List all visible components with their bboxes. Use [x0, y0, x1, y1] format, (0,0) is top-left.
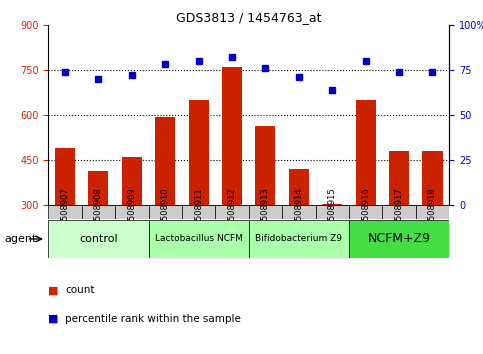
Text: Lactobacillus NCFM: Lactobacillus NCFM	[155, 234, 242, 244]
Bar	[249, 205, 282, 219]
Text: GSM508913: GSM508913	[261, 187, 270, 238]
Bar	[215, 205, 249, 219]
Bar	[149, 220, 249, 258]
Text: GSM508915: GSM508915	[328, 187, 337, 238]
Text: GSM508907: GSM508907	[60, 187, 70, 238]
Text: GSM508910: GSM508910	[161, 187, 170, 238]
Text: agent: agent	[5, 234, 37, 244]
Text: GSM508909: GSM508909	[128, 187, 136, 238]
Text: GSM508912: GSM508912	[227, 187, 237, 238]
Text: GSM508916: GSM508916	[361, 187, 370, 238]
Bar	[423, 151, 442, 205]
Bar	[155, 116, 175, 205]
Text: GSM508917: GSM508917	[395, 187, 404, 238]
Text: control: control	[79, 234, 118, 244]
Text: NCFM+Z9: NCFM+Z9	[368, 233, 430, 245]
Bar	[149, 205, 182, 219]
Bar	[48, 220, 149, 258]
Text: percentile rank within the sample: percentile rank within the sample	[65, 314, 241, 324]
Text: count: count	[65, 285, 95, 295]
Bar	[55, 148, 75, 205]
Bar	[389, 151, 409, 205]
Bar	[82, 205, 115, 219]
Bar	[48, 205, 82, 219]
Bar	[383, 205, 416, 219]
Bar	[315, 205, 349, 219]
Bar	[88, 171, 109, 205]
Title: GDS3813 / 1454763_at: GDS3813 / 1454763_at	[176, 11, 322, 24]
Bar	[289, 169, 309, 205]
Bar	[122, 157, 142, 205]
Bar	[222, 67, 242, 205]
Text: GSM508914: GSM508914	[294, 187, 303, 238]
Text: Bifidobacterium Z9: Bifidobacterium Z9	[256, 234, 342, 244]
Bar	[256, 126, 275, 205]
Text: GSM508918: GSM508918	[428, 187, 437, 238]
Bar	[322, 204, 342, 205]
Bar	[349, 220, 449, 258]
Bar	[416, 205, 449, 219]
Bar	[355, 100, 376, 205]
Bar	[249, 220, 349, 258]
Bar	[182, 205, 215, 219]
Bar	[282, 205, 315, 219]
Text: GSM508908: GSM508908	[94, 187, 103, 238]
Text: ■: ■	[48, 285, 59, 295]
Bar	[349, 205, 383, 219]
Text: GSM508911: GSM508911	[194, 187, 203, 238]
Bar	[115, 205, 149, 219]
Bar	[189, 100, 209, 205]
Text: ■: ■	[48, 314, 59, 324]
